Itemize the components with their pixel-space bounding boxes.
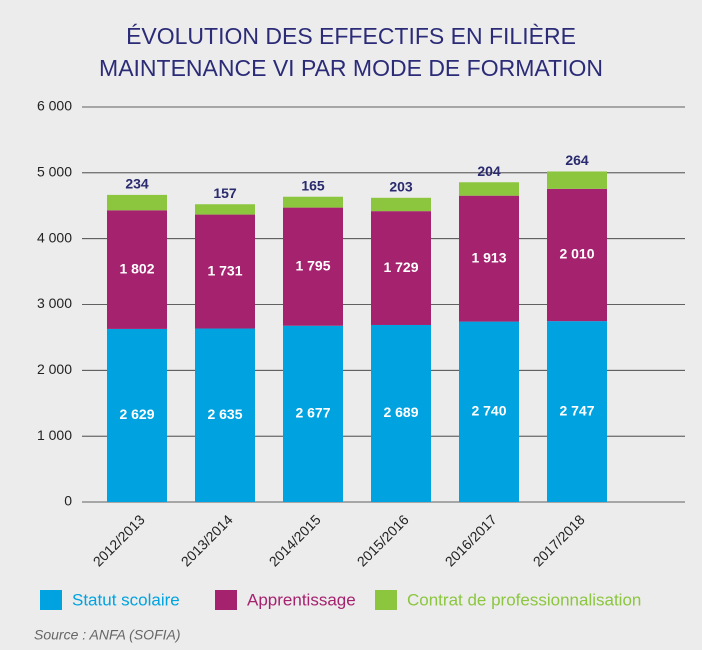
bar-segment: [283, 196, 343, 208]
data-label: 165: [301, 177, 325, 193]
legend-swatch: [40, 590, 62, 610]
x-tick-label: 2017/2018: [530, 511, 588, 569]
x-tick-label: 2012/2013: [90, 511, 148, 569]
bar-segment: [459, 321, 519, 502]
y-tick-label: 6 000: [37, 98, 72, 114]
bar-segment: [283, 207, 343, 326]
legend-label: Apprentissage: [247, 590, 356, 609]
legend-swatch: [375, 590, 397, 610]
bar-segment: [107, 194, 167, 211]
data-label: 2 629: [119, 406, 154, 422]
bar-segment: [371, 197, 431, 212]
data-label: 1 913: [471, 249, 506, 265]
source: Source : ANFA (SOFIA): [34, 627, 181, 643]
legend-label: Contrat de professionnalisation: [407, 590, 641, 609]
x-tick-label: 2013/2014: [178, 511, 236, 569]
data-label: 2 740: [471, 403, 506, 419]
legend-swatch: [215, 590, 237, 610]
y-tick-label: 3 000: [37, 295, 72, 311]
data-label: 204: [477, 163, 501, 179]
chart-title: ÉVOLUTION DES EFFECTIFS EN FILIÈRE: [126, 23, 576, 49]
data-label: 1 731: [207, 262, 242, 278]
bar-segment: [371, 324, 431, 502]
data-label: 2 677: [295, 405, 330, 421]
x-tick-label: 2016/2017: [442, 511, 500, 569]
data-label: 264: [565, 152, 589, 168]
x-tick-label: 2014/2015: [266, 511, 324, 569]
y-tick-label: 2 000: [37, 361, 72, 377]
data-label: 1 802: [119, 260, 154, 276]
x-tick-label: 2015/2016: [354, 511, 412, 569]
bar-segment: [195, 328, 255, 502]
data-label: 2 635: [207, 406, 242, 422]
bar-segment: [547, 321, 607, 502]
bar-segment: [107, 328, 167, 502]
data-label: 1 795: [295, 257, 330, 273]
bar-segment: [107, 210, 167, 329]
bar-segment: [371, 211, 431, 325]
data-label: 234: [125, 176, 149, 192]
data-label: 2 010: [559, 246, 594, 262]
data-label: 203: [389, 178, 413, 194]
bar-segment: [195, 214, 255, 329]
legend-label: Statut scolaire: [72, 590, 180, 609]
bar-segment: [283, 325, 343, 502]
bar-segment: [459, 195, 519, 322]
data-label: 2 747: [559, 402, 594, 418]
y-tick-label: 1 000: [37, 427, 72, 443]
bar-segment: [547, 188, 607, 322]
y-tick-label: 5 000: [37, 164, 72, 180]
bar-segment: [459, 182, 519, 196]
y-tick-label: 0: [64, 493, 72, 509]
data-label: 2 689: [383, 404, 418, 420]
y-tick-label: 4 000: [37, 229, 72, 245]
bar-segment: [195, 204, 255, 215]
bar-segment: [547, 171, 607, 189]
chart-title: MAINTENANCE VI PAR MODE DE FORMATION: [99, 55, 603, 81]
data-label: 1 729: [383, 259, 418, 275]
data-label: 157: [213, 185, 237, 201]
